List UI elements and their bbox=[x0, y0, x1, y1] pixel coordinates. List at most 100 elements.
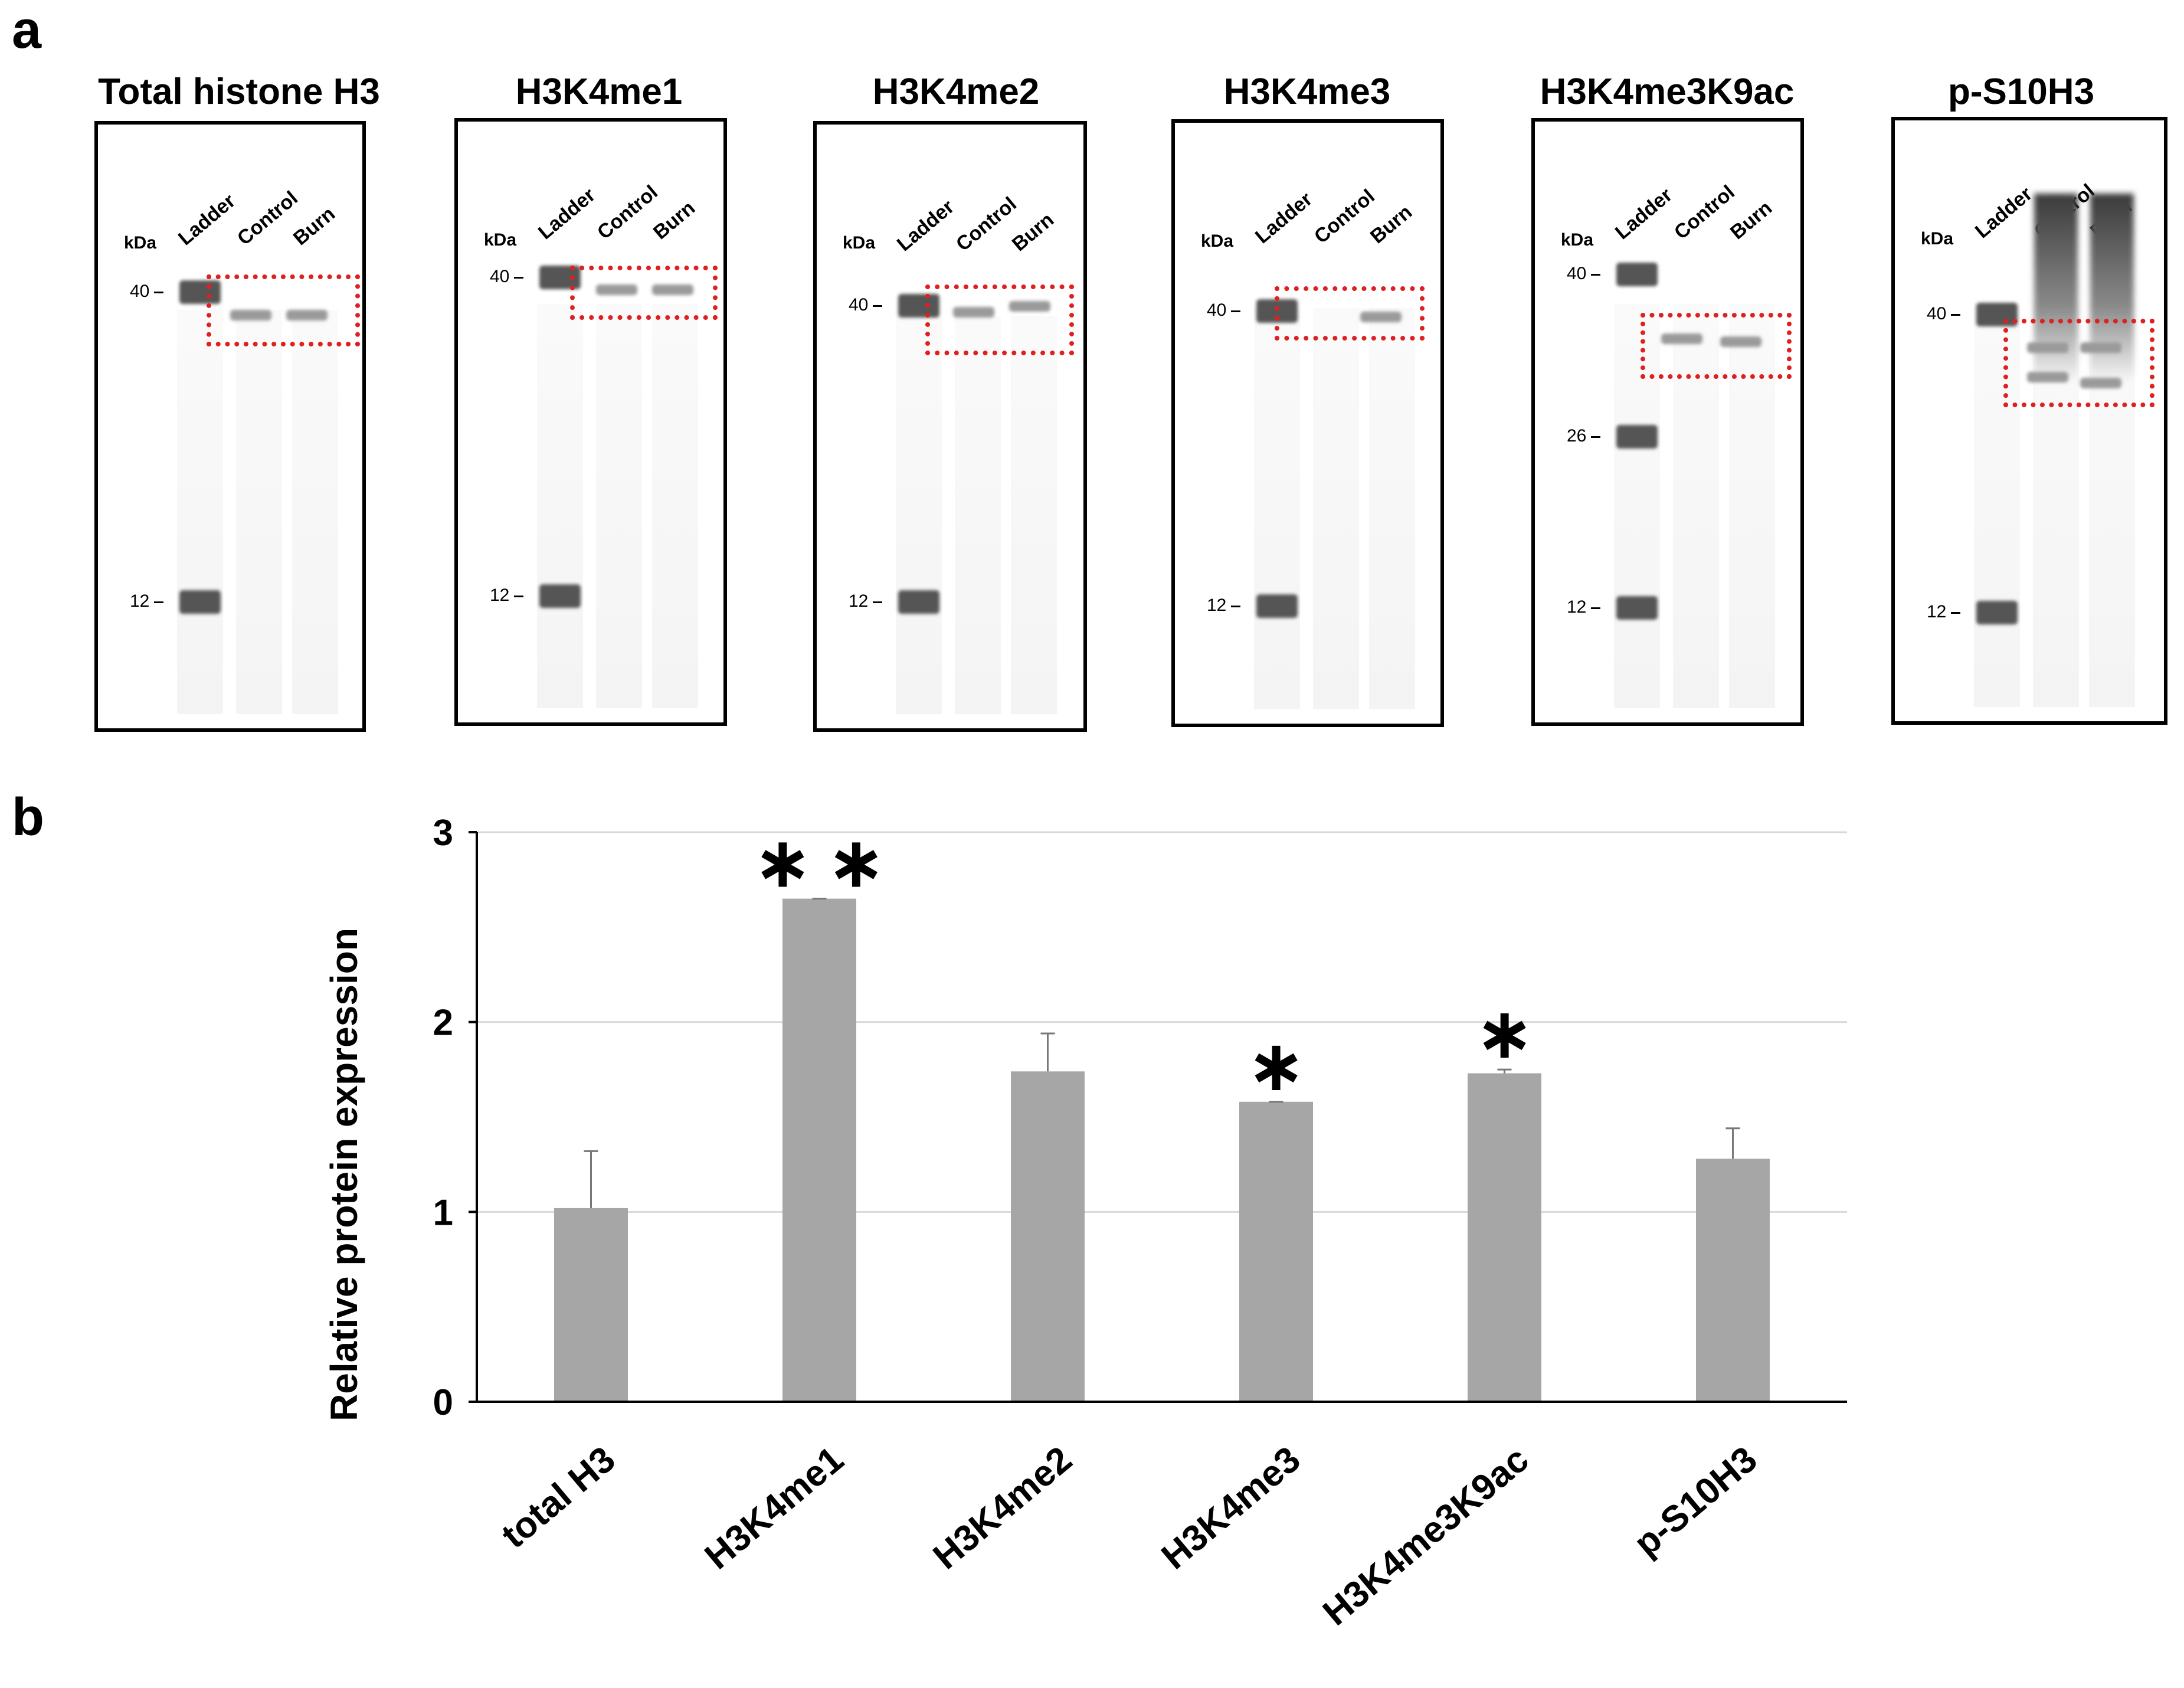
mw-marker-label: 40 bbox=[1567, 264, 1601, 284]
x-category-label: H3K4me1 bbox=[698, 1439, 852, 1578]
sample-band bbox=[2080, 378, 2121, 388]
gel-lane bbox=[1729, 304, 1775, 708]
sample-band bbox=[286, 310, 328, 320]
x-category-label: total H3 bbox=[494, 1439, 623, 1556]
gel-lane bbox=[177, 310, 223, 714]
mw-marker-label: 12 bbox=[130, 591, 164, 611]
grid-lines bbox=[469, 831, 1847, 1403]
sample-band bbox=[596, 284, 637, 295]
panel-a-letter: a bbox=[12, 1, 42, 60]
error-bars bbox=[584, 898, 1740, 1208]
blot-title: H3K4me1 bbox=[515, 71, 683, 112]
mw-marker-label: 12 bbox=[1927, 602, 1961, 622]
significance-markers: ∗ ∗ ∗ ∗ bbox=[753, 822, 1534, 1107]
blot-title: Total histone H3 bbox=[98, 71, 380, 112]
sample-band bbox=[1661, 333, 1702, 344]
x-category-label: H3K4me3K9ac bbox=[1315, 1439, 1536, 1634]
y-tick-label: 0 bbox=[433, 1382, 453, 1423]
gel-lane bbox=[1011, 316, 1057, 714]
ladder-band bbox=[1616, 425, 1658, 449]
mw-marker-label: 12 bbox=[1567, 597, 1601, 617]
mw-marker-label: 12 bbox=[490, 585, 524, 606]
kda-unit-label: kDa bbox=[1921, 229, 1954, 248]
ladder-band bbox=[1616, 263, 1658, 286]
ladder-band bbox=[179, 280, 221, 304]
blot-title: H3K4me3 bbox=[1223, 71, 1391, 112]
gel-lane bbox=[1614, 304, 1660, 708]
sample-band bbox=[2027, 372, 2068, 382]
gel-lane bbox=[955, 316, 1001, 714]
gel-lane bbox=[596, 304, 642, 708]
bar bbox=[1696, 1159, 1770, 1402]
ladder-band bbox=[1976, 601, 2018, 624]
gel-lane bbox=[537, 304, 583, 708]
kda-unit-label: kDa bbox=[1201, 231, 1234, 251]
kda-unit-label: kDa bbox=[1561, 230, 1594, 250]
sample-band bbox=[2080, 342, 2121, 353]
y-tick-label: 3 bbox=[433, 813, 453, 853]
mw-marker-label: 40 bbox=[849, 295, 883, 315]
y-axis-title: Relative protein expression bbox=[323, 928, 365, 1421]
gel-lane bbox=[1974, 303, 2020, 707]
bar bbox=[782, 898, 856, 1402]
blot-title: H3K4me3K9ac bbox=[1540, 71, 1795, 112]
sample-band bbox=[1720, 336, 1761, 347]
bar bbox=[1011, 1071, 1085, 1402]
x-category-label: p-S10H3 bbox=[1626, 1439, 1764, 1564]
y-tick-labels: 0 1 2 3 bbox=[433, 813, 453, 1423]
band-highlight-box bbox=[207, 274, 360, 346]
kda-unit-label: kDa bbox=[124, 233, 157, 253]
mw-marker-label: 12 bbox=[849, 591, 883, 611]
gel-lane bbox=[1254, 308, 1300, 709]
significance-marker: ∗ ∗ bbox=[753, 822, 886, 904]
panel-b-letter: b bbox=[12, 788, 44, 847]
band-highlight-box bbox=[2003, 319, 2154, 407]
significance-marker: ∗ bbox=[1246, 1025, 1306, 1107]
band-highlight-box bbox=[570, 266, 718, 320]
gel-lane bbox=[896, 316, 942, 714]
x-category-label: H3K4me2 bbox=[926, 1439, 1080, 1578]
sample-band bbox=[2027, 342, 2068, 353]
blot-title: p-S10H3 bbox=[1947, 71, 2095, 112]
sample-band bbox=[230, 310, 271, 320]
gel-lane bbox=[1673, 304, 1719, 708]
sample-band bbox=[1360, 312, 1402, 322]
gel-lane bbox=[652, 304, 698, 708]
bar bbox=[1468, 1073, 1541, 1402]
mw-marker-label: 40 bbox=[490, 267, 524, 287]
mw-marker-label: 40 bbox=[1207, 300, 1241, 320]
band-highlight-box bbox=[1641, 313, 1792, 379]
gel-lane bbox=[292, 310, 338, 714]
kda-unit-label: kDa bbox=[484, 230, 517, 250]
mw-marker-label: 12 bbox=[1207, 596, 1241, 616]
significance-marker: ∗ bbox=[1475, 993, 1534, 1075]
sample-band bbox=[953, 307, 994, 318]
y-tick-label: 1 bbox=[433, 1192, 453, 1233]
bar-series bbox=[554, 898, 1770, 1402]
band-highlight-box bbox=[925, 284, 1074, 355]
bar bbox=[554, 1208, 628, 1402]
sample-band bbox=[1009, 301, 1050, 312]
mw-marker-label: 26 bbox=[1567, 426, 1601, 446]
axes bbox=[476, 832, 1847, 1403]
ladder-band bbox=[179, 590, 221, 614]
ladder-band bbox=[1616, 596, 1658, 620]
blot-title: H3K4me2 bbox=[872, 71, 1040, 112]
gel-lane bbox=[236, 310, 282, 714]
y-tick-label: 2 bbox=[433, 1003, 453, 1043]
x-category-labels: total H3 H3K4me1 H3K4me2 H3K4me3 H3K4me3K9ac… bbox=[494, 1439, 1765, 1634]
bar bbox=[1239, 1101, 1313, 1402]
ladder-band bbox=[898, 294, 939, 318]
sample-band bbox=[652, 284, 693, 295]
bar-chart: 0 1 2 3 total H3 H3K4me1 H3K4me2 H3K4me3 H3K4me… bbox=[323, 813, 1847, 1634]
mw-marker-label: 40 bbox=[130, 282, 164, 302]
ladder-band bbox=[539, 584, 581, 608]
kda-unit-label: kDa bbox=[843, 233, 876, 253]
ladder-band bbox=[1256, 594, 1298, 618]
ladder-band bbox=[898, 590, 939, 614]
x-category-label: H3K4me3 bbox=[1154, 1439, 1308, 1578]
gel-lane bbox=[1369, 308, 1415, 709]
gel-lane bbox=[1313, 308, 1359, 709]
mw-marker-label: 40 bbox=[1927, 304, 1961, 324]
band-highlight-box bbox=[1275, 286, 1425, 341]
